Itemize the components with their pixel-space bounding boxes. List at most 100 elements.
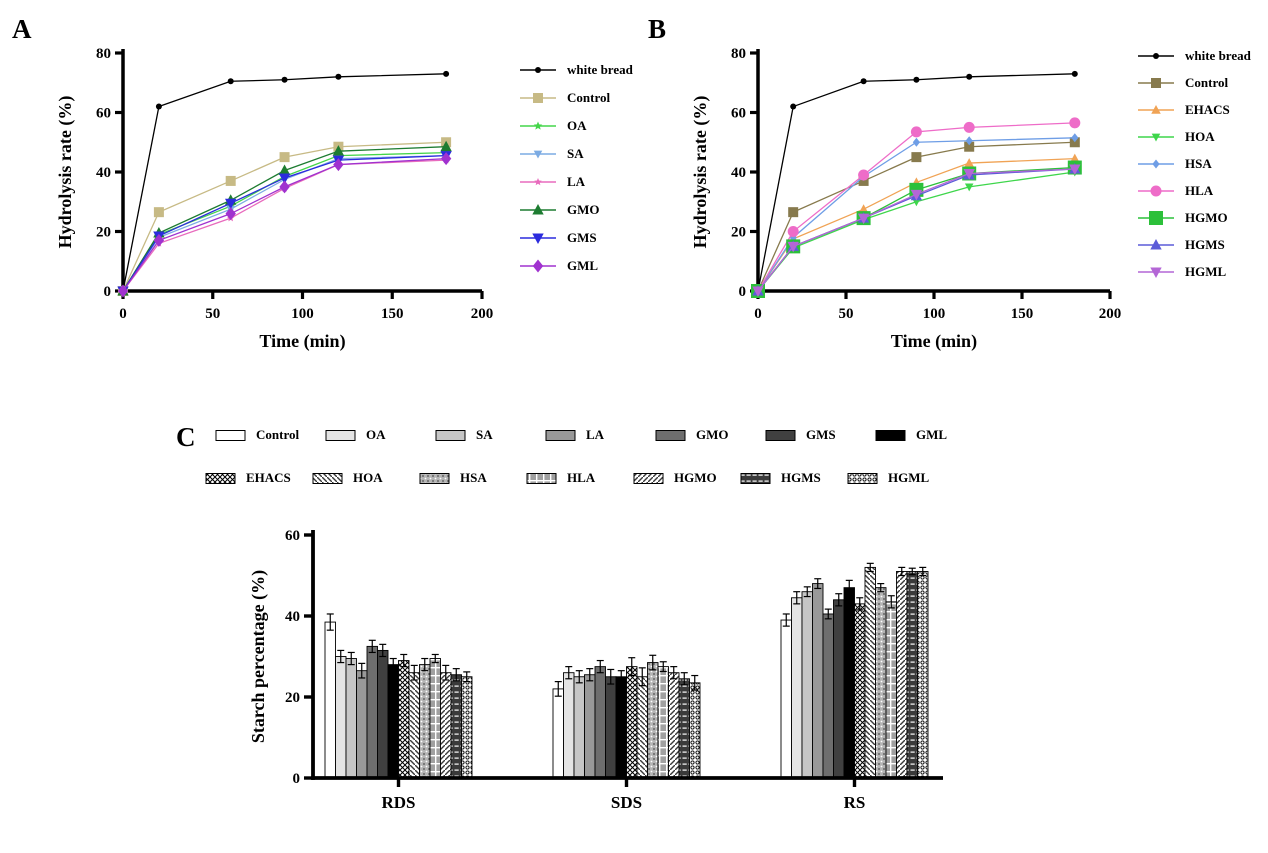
legend-marker (520, 204, 556, 215)
svg-text:20: 20 (96, 225, 111, 241)
legend-label: EHACS (1185, 101, 1230, 117)
legend-swatch (655, 429, 686, 441)
panel-c-legend-row-1: Control OA SA LA GMO GMS GML (215, 427, 985, 443)
panel-c-label: C (176, 422, 196, 452)
svg-text:40: 40 (731, 165, 746, 181)
legend-swatch (633, 472, 664, 484)
legend-item: HGMO (1136, 204, 1251, 231)
legend-item: white bread (518, 56, 633, 84)
legend-label: white bread (567, 62, 633, 77)
legend-marker (1138, 238, 1174, 249)
legend-marker (520, 178, 556, 186)
legend-item: HLA (526, 470, 633, 486)
legend-swatch (545, 429, 576, 441)
legend-item: Control (1136, 69, 1251, 96)
svg-text:50: 50 (839, 306, 854, 322)
legend-item: HSA (1136, 150, 1251, 177)
legend-label: white bread (1185, 47, 1251, 63)
legend-label: Control (256, 427, 300, 442)
legend-item: SA (518, 140, 633, 168)
legend-label: HOA (353, 470, 383, 485)
legend-swatch (215, 429, 246, 441)
panel-b-label: B (648, 14, 667, 44)
svg-text:50: 50 (205, 306, 220, 322)
legend-label: GMS (567, 230, 597, 245)
legend-item: HOA (312, 470, 419, 486)
legend-item: GMO (518, 196, 633, 224)
legend-swatch (526, 472, 557, 484)
svg-text:150: 150 (381, 306, 404, 322)
panel-a-label: A (12, 14, 32, 44)
svg-text:Time (min): Time (min) (891, 331, 977, 352)
legend-marker (520, 67, 556, 73)
legend-item: LA (545, 427, 655, 443)
svg-text:80: 80 (731, 46, 746, 62)
svg-text:Starch percentage (%): Starch percentage (%) (250, 570, 269, 743)
legend-label: Control (567, 90, 611, 105)
legend-marker (1138, 77, 1174, 88)
legend-marker (520, 121, 556, 130)
legend-marker (1138, 210, 1174, 225)
legend-label: GMO (567, 202, 600, 217)
legend-swatch (765, 429, 796, 441)
svg-text:60: 60 (96, 106, 111, 122)
legend-swatch (325, 429, 356, 441)
legend-label: GMS (806, 427, 836, 442)
legend-marker (520, 259, 556, 273)
legend-marker (1138, 159, 1174, 168)
panel-b-legend: white bread Control EHACS HOA HSA HLA HGMO HGMS… (1136, 42, 1251, 285)
panel-a-legend: white bread Control OA SA LA GMO GMS GML (518, 56, 633, 280)
legend-item: HGML (1136, 258, 1251, 285)
legend-item: LA (518, 168, 633, 196)
legend-swatch (419, 472, 450, 484)
legend-label: HGMO (674, 470, 717, 485)
legend-label: OA (567, 118, 587, 133)
svg-text:Time (min): Time (min) (259, 331, 345, 352)
svg-text:100: 100 (291, 306, 314, 322)
svg-text:40: 40 (96, 165, 111, 181)
legend-marker (1138, 133, 1174, 141)
legend-label: SA (476, 427, 493, 442)
legend-marker (1138, 267, 1174, 278)
legend-label: HGML (1185, 263, 1227, 279)
legend-marker (1138, 52, 1174, 59)
svg-text:0: 0 (104, 284, 112, 300)
legend-item: HLA (1136, 177, 1251, 204)
svg-text:SDS: SDS (611, 793, 642, 812)
panel-c-plot: 0 20 40 60 Starch percentage (%) RDS SDS RS (250, 528, 943, 812)
legend-item: HOA (1136, 123, 1251, 150)
legend-item: HGMO (633, 470, 740, 486)
legend-marker (1138, 104, 1174, 114)
svg-text:0: 0 (754, 306, 762, 322)
legend-label: EHACS (246, 470, 291, 485)
svg-text:RS: RS (844, 793, 866, 812)
legend-swatch (875, 429, 906, 441)
svg-text:RDS: RDS (381, 793, 415, 812)
svg-text:20: 20 (731, 225, 746, 241)
legend-label: HGMO (1185, 209, 1228, 225)
legend-marker (520, 150, 556, 159)
legend-item: GMS (518, 224, 633, 252)
legend-item: GMS (765, 427, 875, 443)
legend-swatch (312, 472, 343, 484)
legend-item: white bread (1136, 42, 1251, 69)
svg-text:150: 150 (1011, 306, 1034, 322)
legend-label: HGML (888, 470, 930, 485)
legend-item: OA (325, 427, 435, 443)
legend-item: Control (518, 84, 633, 112)
legend-label: LA (586, 427, 605, 442)
svg-text:200: 200 (1099, 306, 1122, 322)
svg-text:40: 40 (285, 609, 300, 625)
svg-text:100: 100 (923, 306, 946, 322)
legend-label: GML (567, 258, 599, 273)
legend-item: SA (435, 427, 545, 443)
legend-label: Control (1185, 74, 1229, 90)
legend-item: OA (518, 112, 633, 140)
legend-label: HSA (1185, 155, 1212, 171)
legend-label: HSA (460, 470, 487, 485)
legend-swatch (205, 472, 236, 484)
legend-label: HLA (1185, 182, 1214, 198)
legend-label: GML (916, 427, 948, 442)
legend-label: HOA (1185, 128, 1215, 144)
